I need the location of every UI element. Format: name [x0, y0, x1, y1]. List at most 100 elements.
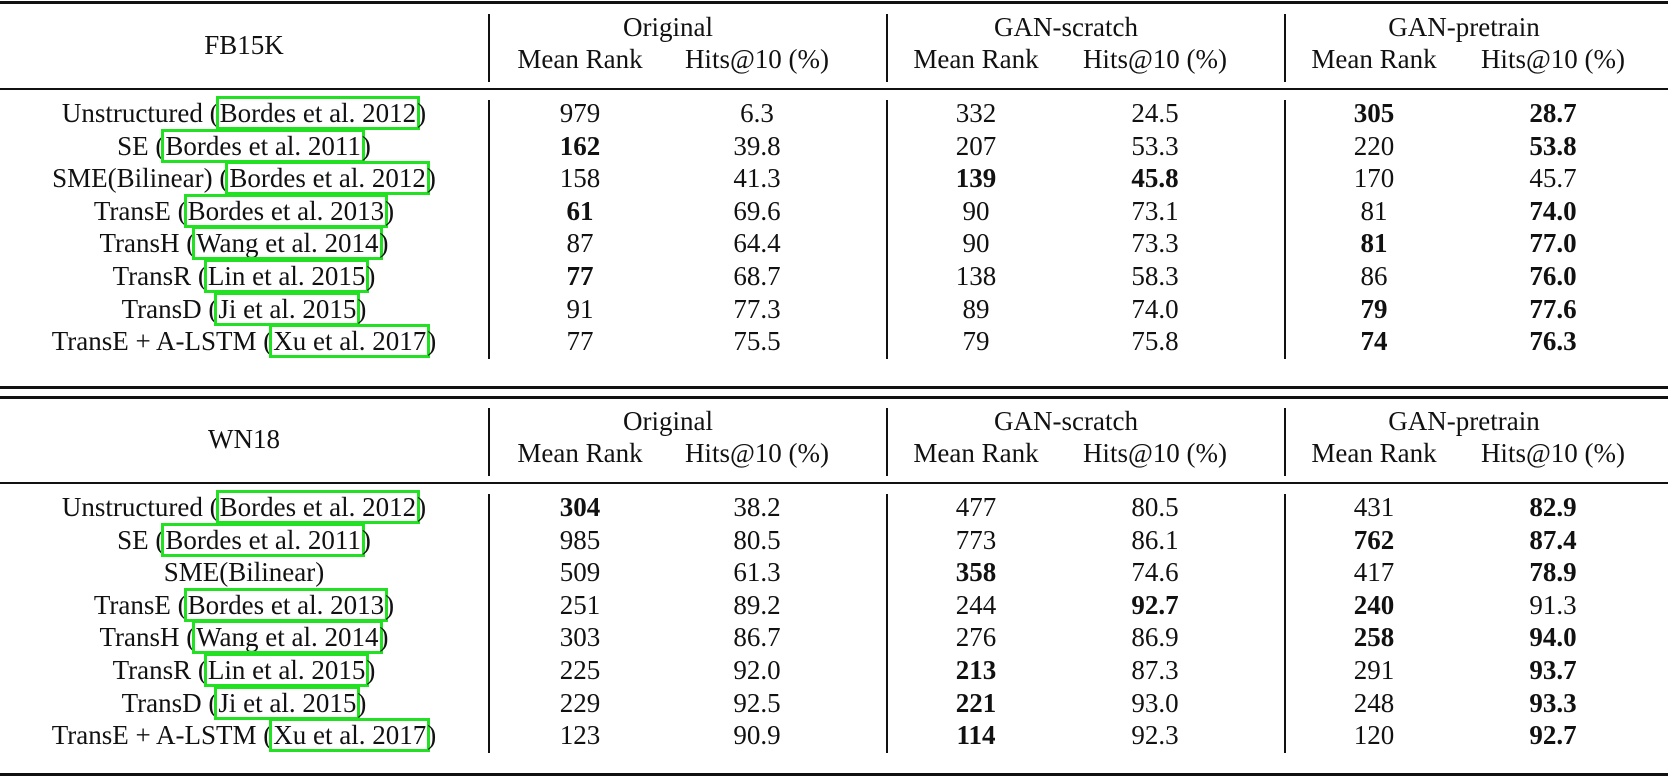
hits-at-10-cell: 74.6: [1131, 557, 1179, 588]
model-label: TransD (Ji et al. 2015): [0, 291, 488, 326]
hits-at-10-cell: 86.9: [1131, 622, 1179, 653]
hits-at-10-cell: 77.0: [1529, 228, 1577, 259]
model-name: TransD (: [121, 293, 218, 324]
close-paren: ): [427, 326, 437, 357]
model-name: SME(Bilinear): [163, 557, 325, 588]
hits-at-10-cell: 93.3: [1529, 687, 1577, 718]
mean-rank-cell: 79: [1360, 293, 1388, 324]
close-paren: ): [426, 163, 436, 194]
hits-at-10-cell: 90.9: [733, 720, 781, 751]
mean-rank-header: Mean Rank: [517, 44, 643, 74]
close-paren: ): [385, 195, 395, 226]
citation-highlight[interactable]: Bordes et al. 2013: [183, 193, 389, 228]
hits-at-10-cell: 69.6: [733, 195, 781, 226]
mean-rank-cell: 303: [559, 622, 601, 653]
hits-at-10-cell: 53.8: [1529, 130, 1577, 161]
citation-highlight[interactable]: Xu et al. 2017: [269, 324, 431, 359]
hits-at-10-cell: 76.0: [1529, 261, 1577, 291]
column-divider: [1284, 494, 1286, 753]
model-label: TransE (Bordes et al. 2013): [0, 587, 488, 622]
dataset-title: WN18: [208, 424, 280, 454]
mean-rank-cell: 258: [1353, 622, 1395, 653]
citation-highlight[interactable]: Lin et al. 2015: [203, 259, 370, 293]
mean-rank-cell: 158: [559, 163, 601, 194]
citation-highlight[interactable]: Xu et al. 2017: [269, 718, 431, 753]
column-divider: [488, 100, 490, 359]
hits-at-10-cell: 92.7: [1131, 589, 1179, 620]
citation-highlight[interactable]: Ji et al. 2015: [214, 685, 361, 720]
model-label: Unstructured (Bordes et al. 2012): [0, 490, 488, 524]
hits-at-10-cell: 41.3: [733, 163, 781, 194]
citation-highlight[interactable]: Bordes et al. 2011: [161, 522, 365, 557]
model-name: TransE + A-LSTM (: [51, 326, 273, 357]
hits-at-10-cell: 94.0: [1529, 622, 1577, 653]
close-paren: ): [366, 655, 376, 685]
column-divider: [488, 14, 490, 82]
close-paren: ): [357, 293, 367, 324]
close-paren: ): [361, 130, 371, 161]
model-label: TransE + A-LSTM (Xu et al. 2017): [0, 324, 488, 359]
model-label: Unstructured (Bordes et al. 2012): [0, 96, 488, 130]
citation-highlight[interactable]: Bordes et al. 2011: [161, 128, 365, 163]
model-label: TransH (Wang et al. 2014): [0, 226, 488, 261]
column-divider: [1284, 14, 1286, 82]
citation-highlight[interactable]: Lin et al. 2015: [203, 653, 370, 687]
header-rule: [0, 88, 1668, 90]
citation-highlight[interactable]: Wang et al. 2014: [192, 620, 383, 655]
mean-rank-cell: 90: [962, 228, 990, 259]
hits-at-10-cell: 64.4: [733, 228, 781, 259]
citation-highlight[interactable]: Bordes et al. 2013: [183, 587, 389, 622]
hits-at-10-header: Hits@10 (%): [684, 438, 830, 468]
mean-rank-cell: 89: [962, 293, 990, 324]
citation-highlight[interactable]: Bordes et al. 2012: [215, 96, 421, 130]
mean-rank-cell: 79: [962, 326, 990, 357]
column-divider: [1284, 100, 1286, 359]
model-label: TransD (Ji et al. 2015): [0, 685, 488, 720]
hits-at-10-cell: 24.5: [1131, 98, 1179, 128]
citation-highlight[interactable]: Ji et al. 2015: [214, 291, 361, 326]
hits-at-10-cell: 58.3: [1131, 261, 1179, 291]
mean-rank-cell: 123: [559, 720, 601, 751]
group-title: GAN-pretrain: [1388, 12, 1540, 42]
bottom-rule: [0, 773, 1668, 776]
hits-at-10-cell: 92.0: [733, 655, 781, 685]
model-label: TransR (Lin et al. 2015): [0, 259, 488, 293]
mean-rank-cell: 220: [1353, 130, 1395, 161]
mean-rank-cell: 77: [566, 261, 594, 291]
model-label: SE (Bordes et al. 2011): [0, 128, 488, 163]
citation-highlight[interactable]: Bordes et al. 2012: [215, 490, 421, 524]
hits-at-10-cell: 93.7: [1529, 655, 1577, 685]
mean-rank-header: Mean Rank: [1311, 438, 1437, 468]
mean-rank-cell: 305: [1353, 98, 1395, 128]
model-label: SME(Bilinear): [0, 557, 488, 587]
close-paren: ): [417, 98, 427, 128]
mean-rank-cell: 291: [1353, 655, 1395, 685]
column-divider: [1284, 408, 1286, 476]
top-rule: [0, 1, 1668, 4]
model-label: SE (Bordes et al. 2011): [0, 522, 488, 557]
hits-at-10-cell: 75.8: [1131, 326, 1179, 357]
mean-rank-cell: 248: [1353, 687, 1395, 718]
model-name: TransE + A-LSTM (: [51, 720, 273, 751]
close-paren: ): [427, 720, 437, 751]
mean-rank-cell: 251: [559, 589, 601, 620]
mean-rank-cell: 207: [955, 130, 997, 161]
group-title: GAN-scratch: [994, 406, 1138, 436]
close-paren: ): [379, 622, 389, 653]
mean-rank-cell: 170: [1353, 163, 1395, 194]
model-name: SE (: [117, 524, 165, 555]
mean-rank-cell: 358: [955, 557, 997, 588]
hits-at-10-cell: 80.5: [1131, 492, 1179, 522]
citation-highlight[interactable]: Wang et al. 2014: [192, 226, 383, 261]
citation-highlight[interactable]: Bordes et al. 2012: [225, 161, 430, 196]
mean-rank-cell: 114: [956, 720, 996, 751]
model-name: Unstructured (: [61, 98, 219, 128]
mean-rank-cell: 221: [955, 687, 997, 718]
hits-at-10-cell: 77.6: [1529, 293, 1577, 324]
group-title: Original: [623, 12, 713, 42]
column-divider: [886, 100, 888, 359]
hits-at-10-header: Hits@10 (%): [1480, 438, 1626, 468]
hits-at-10-cell: 39.8: [733, 130, 781, 161]
column-divider: [886, 14, 888, 82]
mean-rank-cell: 90: [962, 195, 990, 226]
